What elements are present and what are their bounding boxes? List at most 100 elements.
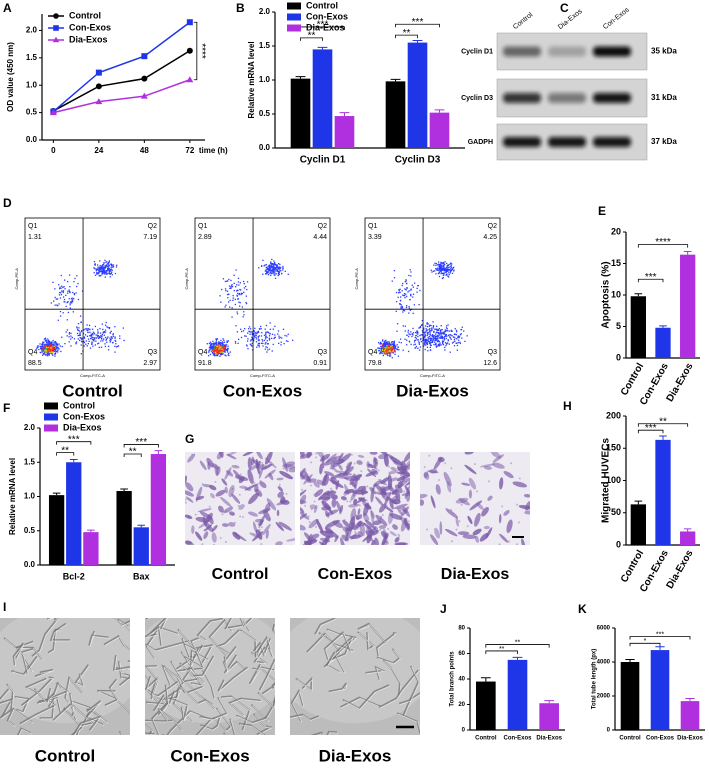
event-dot — [455, 331, 458, 333]
significance-bracket — [485, 644, 550, 648]
event-dot — [404, 280, 406, 283]
cell — [238, 476, 245, 484]
event-dot — [245, 285, 247, 288]
event-dot — [220, 344, 223, 347]
event-dot — [92, 345, 94, 347]
event-dot — [54, 296, 56, 299]
event-dot — [274, 264, 277, 266]
pore — [347, 462, 350, 465]
event-dot — [75, 342, 77, 344]
event-dot — [98, 275, 100, 277]
event-dot — [225, 290, 227, 292]
event-dot — [221, 349, 224, 351]
event-dot — [265, 341, 267, 344]
tube-light — [260, 667, 275, 695]
event-dot — [221, 341, 224, 343]
event-dot — [107, 263, 110, 265]
event-dot — [221, 343, 223, 345]
tube-light — [343, 685, 391, 710]
event-dot — [419, 289, 421, 292]
event-dot — [418, 304, 420, 306]
event-dot — [274, 277, 277, 279]
quadrant-value: 2.97 — [143, 360, 157, 367]
event-dot — [434, 338, 436, 340]
event-dot — [62, 291, 64, 294]
tube-dark — [200, 716, 221, 731]
event-dot — [285, 340, 288, 342]
event-dot — [266, 351, 268, 353]
event-dot — [224, 306, 226, 308]
event-dot — [426, 346, 429, 348]
pore — [214, 480, 217, 483]
pore — [258, 526, 261, 529]
panel-letter: C — [560, 1, 569, 15]
event-dot — [455, 338, 458, 340]
event-dot — [265, 334, 267, 336]
event-dot — [254, 334, 257, 336]
y-tick-label: 1.5 — [26, 53, 38, 62]
event-dot — [43, 338, 46, 340]
tube-light — [8, 709, 34, 727]
event-dot — [426, 332, 429, 334]
event-dot — [399, 288, 401, 290]
event-dot — [45, 346, 47, 348]
cell — [300, 524, 306, 531]
event-dot — [83, 345, 85, 347]
pore — [404, 464, 407, 467]
event-dot — [210, 348, 213, 350]
event-dot — [41, 349, 43, 351]
event-dot — [225, 344, 228, 346]
event-dot — [265, 270, 268, 272]
event-dot — [106, 270, 108, 272]
event-dot — [226, 341, 228, 343]
event-dot — [65, 305, 67, 308]
event-dot — [92, 339, 95, 341]
event-dot — [392, 348, 394, 350]
event-dot — [444, 331, 446, 333]
event-dot — [279, 267, 281, 270]
event-dot — [52, 339, 54, 342]
event-dot — [212, 347, 214, 349]
quadrant-name: Q4 — [28, 349, 37, 356]
event-dot — [70, 332, 72, 335]
event-dot — [226, 340, 228, 342]
event-dot — [391, 280, 393, 282]
event-dot — [102, 263, 105, 266]
event-dot — [54, 349, 56, 351]
event-dot — [425, 340, 427, 343]
blot-band — [548, 93, 586, 103]
event-dot — [46, 352, 49, 354]
tube-light — [12, 657, 39, 676]
event-dot — [449, 270, 452, 272]
event-dot — [103, 271, 105, 273]
blot-band — [503, 46, 541, 57]
event-dot — [62, 290, 64, 293]
event-dot — [413, 344, 415, 346]
event-dot — [219, 345, 221, 347]
x-tick-label: Dia-Exos — [536, 736, 562, 742]
event-dot — [270, 262, 272, 264]
event-dot — [59, 310, 62, 313]
cell — [342, 526, 349, 532]
marker — [49, 109, 57, 116]
event-dot — [441, 337, 444, 340]
event-dot — [397, 355, 400, 357]
event-dot — [423, 342, 426, 344]
pore — [283, 473, 286, 476]
event-dot — [383, 351, 385, 353]
event-dot — [384, 348, 386, 351]
event-dot — [48, 346, 50, 348]
event-dot — [267, 343, 270, 345]
event-dot — [396, 348, 398, 350]
event-dot — [429, 324, 431, 326]
pore — [367, 517, 370, 520]
series-line — [52, 21, 191, 113]
event-dot — [109, 269, 112, 272]
pore — [371, 468, 374, 471]
event-dot — [229, 287, 231, 290]
event-dot — [239, 301, 241, 304]
cell — [337, 462, 343, 471]
event-dot — [93, 260, 96, 263]
event-dot — [219, 347, 222, 349]
tube-light — [273, 625, 275, 634]
